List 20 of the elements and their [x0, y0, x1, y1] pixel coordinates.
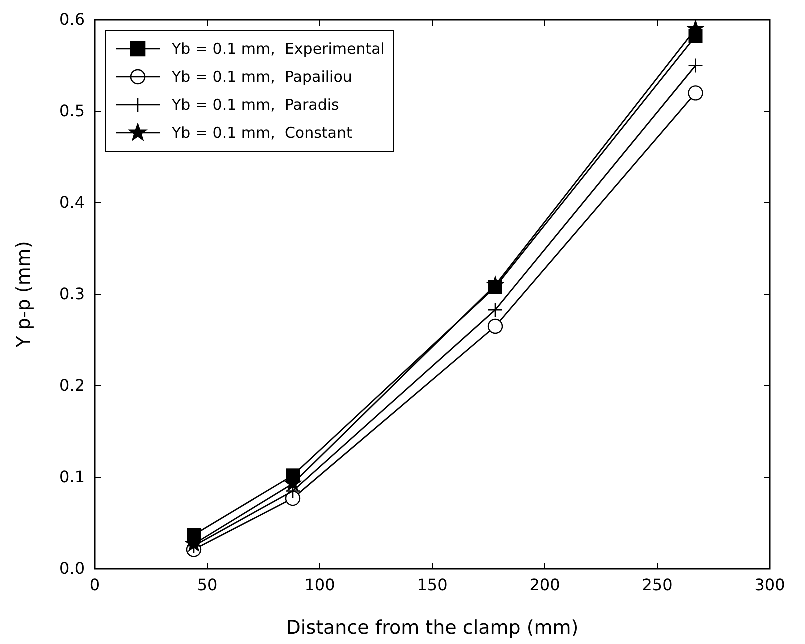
x-tick-label: 300 — [754, 575, 786, 594]
x-tick-label: 150 — [417, 575, 448, 594]
legend-label: Yb = 0.1 mm, Experimental — [172, 40, 385, 58]
legend-label: Yb = 0.1 mm, Paradis — [172, 96, 340, 114]
y-tick-label: 0.2 — [60, 376, 85, 396]
x-tick-label: 50 — [197, 575, 218, 594]
y-tick-label: 0.5 — [60, 102, 85, 121]
y-tick-label: 0.4 — [60, 193, 85, 212]
legend-label: Yb = 0.1 mm, Constant — [172, 124, 352, 142]
x-tick-label: 250 — [642, 575, 673, 594]
x-axis-title: Distance from the clamp (mm) — [286, 617, 579, 639]
x-tick-label: 200 — [530, 575, 560, 594]
x-tick-label: 0 — [90, 575, 100, 594]
y-tick-label: 0.3 — [60, 284, 85, 304]
legend-label: Yb = 0.1 mm, Papailiou — [172, 68, 352, 86]
x-tick-label: 100 — [304, 575, 336, 594]
y-tick-label: 0.6 — [60, 10, 85, 30]
y-tick-label: 0.1 — [60, 468, 85, 487]
y-tick-label: 0.0 — [60, 559, 85, 578]
y-axis-title: Y p-p (mm) — [13, 241, 35, 349]
